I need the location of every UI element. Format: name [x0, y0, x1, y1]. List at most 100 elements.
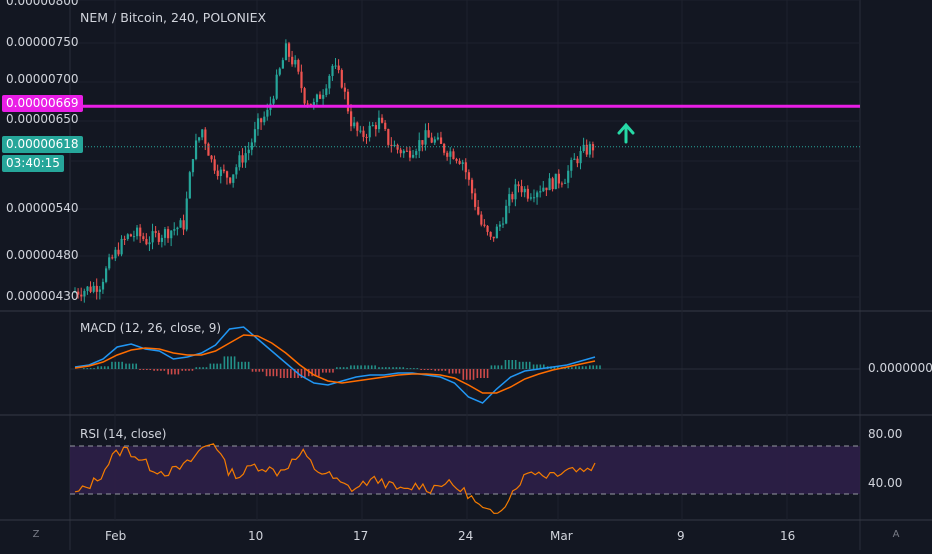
- macd-histogram-bar: [455, 369, 457, 374]
- candle-body: [241, 155, 244, 163]
- macd-histogram-bar: [395, 367, 398, 369]
- candle-body: [167, 229, 170, 239]
- macd-histogram-bar: [111, 361, 113, 369]
- macd-histogram-bar: [174, 369, 176, 375]
- candle-body: [455, 158, 458, 161]
- candle-body: [554, 173, 557, 190]
- macd-title[interactable]: MACD (12, 26, close, 9): [80, 321, 222, 335]
- candle-body: [384, 122, 387, 130]
- candle-body: [480, 214, 483, 225]
- macd-histogram-bar: [483, 369, 485, 378]
- candle-body: [198, 137, 201, 141]
- candle-body: [495, 226, 498, 239]
- macd-histogram-bar: [125, 363, 127, 369]
- candle-body: [315, 94, 319, 103]
- macd-histogram-bar: [384, 367, 387, 369]
- macd-histogram-bar: [318, 369, 320, 377]
- candle-body: [511, 194, 514, 200]
- candle-body: [80, 294, 83, 297]
- candle-body: [105, 268, 108, 282]
- time-tick-label: 24: [458, 529, 474, 543]
- candle-body: [573, 158, 576, 160]
- candle-body: [505, 205, 508, 224]
- time-tick-label: 16: [780, 529, 796, 543]
- macd-histogram-bar: [247, 361, 250, 369]
- candle-body: [266, 109, 269, 117]
- macd-histogram-bar: [462, 369, 465, 380]
- candle-body: [514, 184, 517, 200]
- macd-histogram-bar: [170, 369, 173, 375]
- candle-body: [350, 111, 353, 127]
- macd-histogram-bar: [128, 363, 131, 369]
- candle-body: [387, 129, 390, 145]
- macd-histogram-bar: [434, 369, 437, 371]
- candle-body: [436, 137, 440, 140]
- macd-histogram-bar: [132, 363, 134, 369]
- candle-body: [309, 103, 312, 106]
- candle-body: [235, 167, 238, 175]
- macd-histogram-bar: [476, 369, 479, 378]
- candle-body: [216, 170, 219, 177]
- candle-body: [132, 236, 136, 238]
- candle-body: [356, 122, 359, 131]
- macd-histogram-bar: [103, 366, 106, 369]
- macd-histogram-bar: [392, 367, 394, 369]
- macd-histogram-bar: [293, 369, 296, 378]
- candle-body: [160, 237, 164, 242]
- macd-histogram-bar: [420, 369, 422, 370]
- macd-histogram-bar: [448, 369, 451, 374]
- candle-body: [278, 68, 281, 75]
- candle-body: [523, 188, 526, 193]
- candle-body: [250, 142, 253, 150]
- candle-body: [281, 60, 284, 69]
- macd-histogram-bar: [226, 356, 229, 369]
- macd-histogram-bar: [585, 366, 587, 369]
- chart-title: NEM / Bitcoin, 240, POLONIEX: [80, 10, 267, 25]
- candle-body: [247, 149, 250, 154]
- rsi-title[interactable]: RSI (14, close): [80, 427, 167, 441]
- macd-histogram-bar: [167, 369, 169, 375]
- macd-histogram-bar: [244, 361, 247, 369]
- macd-histogram-bar: [595, 365, 598, 369]
- candle-body: [449, 151, 452, 157]
- candle-body: [362, 130, 365, 137]
- candle-body: [430, 137, 433, 143]
- auto-scale-icon[interactable]: A: [892, 529, 900, 540]
- candle-body: [89, 286, 92, 292]
- timezone-icon[interactable]: Z: [32, 529, 40, 540]
- candle-body: [92, 285, 95, 292]
- candle-body: [526, 188, 529, 199]
- macd-histogram-bar: [342, 367, 345, 369]
- macd-histogram-bar: [261, 369, 264, 372]
- candle-body: [294, 59, 297, 65]
- macd-histogram-bar: [107, 366, 109, 369]
- signal-line: [74, 334, 596, 394]
- candle-body: [129, 234, 133, 237]
- macd-histogram-bar: [592, 365, 594, 369]
- macd-histogram-bar: [472, 369, 475, 380]
- macd-histogram-bar: [402, 367, 405, 369]
- candle-body: [232, 174, 235, 183]
- candle-body: [77, 291, 80, 295]
- candle-body: [275, 74, 278, 99]
- macd-histogram-bar: [321, 369, 324, 373]
- macd-histogram-bar: [258, 369, 261, 372]
- macd-histogram-bar: [142, 369, 145, 370]
- macd-histogram-bar: [479, 369, 482, 378]
- macd-histogram-bar: [290, 369, 292, 378]
- price-tick-label: 0.00000430: [6, 289, 79, 303]
- candle-body: [176, 227, 179, 230]
- candle-body: [483, 224, 486, 226]
- macd-histogram-bar: [121, 361, 123, 369]
- macd-histogram-bar: [177, 369, 180, 375]
- macd-histogram-bar: [367, 365, 370, 369]
- macd-histogram-bar: [272, 369, 275, 377]
- time-tick-label: 9: [677, 529, 685, 543]
- macd-histogram-bar: [451, 369, 454, 374]
- candle-body: [402, 150, 405, 154]
- macd-histogram-bar: [504, 360, 507, 369]
- macd-histogram-bar: [336, 367, 338, 369]
- candle-body: [117, 249, 120, 255]
